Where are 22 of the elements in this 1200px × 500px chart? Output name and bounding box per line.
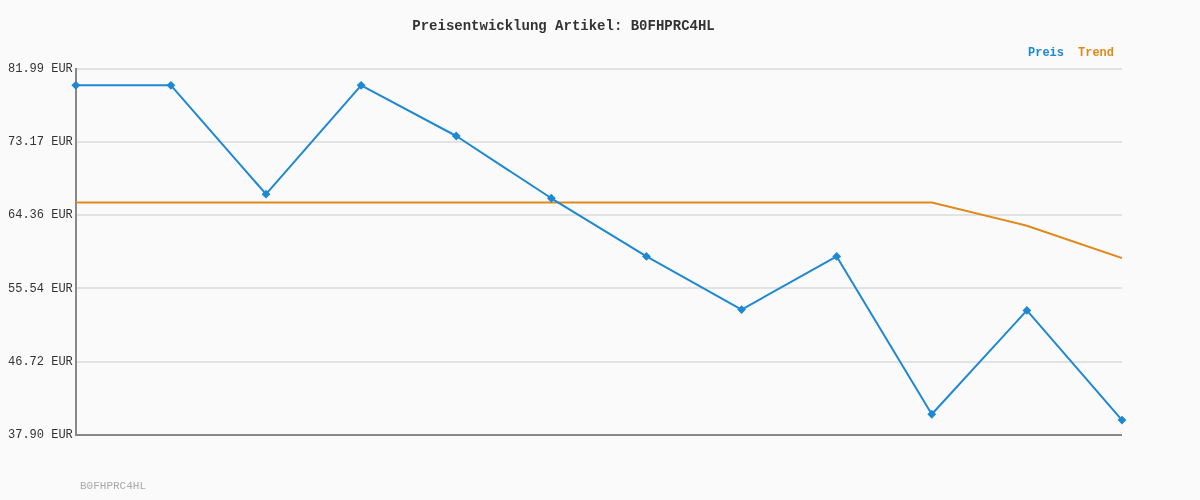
point [927,410,936,419]
point [1022,306,1031,315]
point [737,305,746,314]
point [71,81,80,90]
y-tick-label: 46.72 EUR [8,354,73,369]
text: B0FHPRC4HL [80,480,147,492]
chart-title: Preisentwicklung Artikel: B0FHPRC4HL [412,17,715,34]
text: Trend [1077,45,1115,60]
point [642,252,651,261]
point [166,81,175,90]
y-tick-label: 64.36 EUR [8,208,73,223]
point [452,131,461,140]
y-tick-label: 55.54 EUR [8,281,73,296]
text: Preis [1027,45,1064,60]
y-tick-label: 73.17 EUR [8,135,73,150]
point [357,81,366,90]
point [547,194,556,203]
y-tick-label: 37.90 EUR [8,428,73,443]
point [832,252,841,261]
point [262,190,271,199]
point [1118,416,1126,425]
y-tick-label: 81.99 EUR [8,61,73,76]
